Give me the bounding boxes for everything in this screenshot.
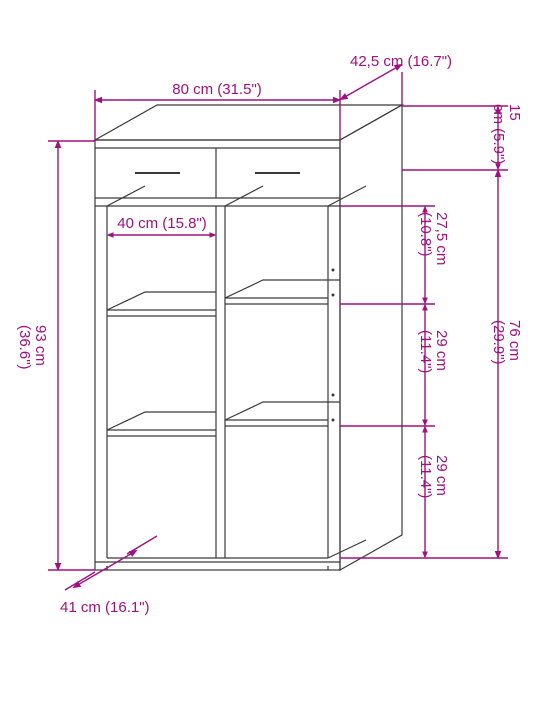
dim-shelf1: 27,5 cm (10.8"): [417, 212, 450, 270]
dimension-lines: [48, 66, 508, 590]
dim-drawer-height: 15 cm (5.9"): [490, 104, 523, 164]
dim-depth-top: 42,5 cm (16.7"): [350, 53, 452, 70]
dim-total-height: 93 cm (36.6"): [16, 325, 49, 370]
dim-shelf-total: 76 cm (29.9"): [490, 320, 523, 365]
cabinet-outline: [95, 105, 402, 570]
dim-width-top: 80 cm (31.5"): [172, 81, 262, 98]
dim-inner-width: 40 cm (15.8"): [117, 215, 207, 232]
dim-shelf2: 29 cm (11.4"): [417, 330, 450, 375]
dim-depth-bottom: 41 cm (16.1"): [60, 599, 150, 616]
dimension-labels: 80 cm (31.5") 42,5 cm (16.7") 15 cm (5.9…: [16, 53, 523, 616]
dim-shelf3: 29 cm (11.4"): [417, 455, 450, 500]
furniture-dimension-diagram: 80 cm (31.5") 42,5 cm (16.7") 15 cm (5.9…: [0, 0, 540, 720]
